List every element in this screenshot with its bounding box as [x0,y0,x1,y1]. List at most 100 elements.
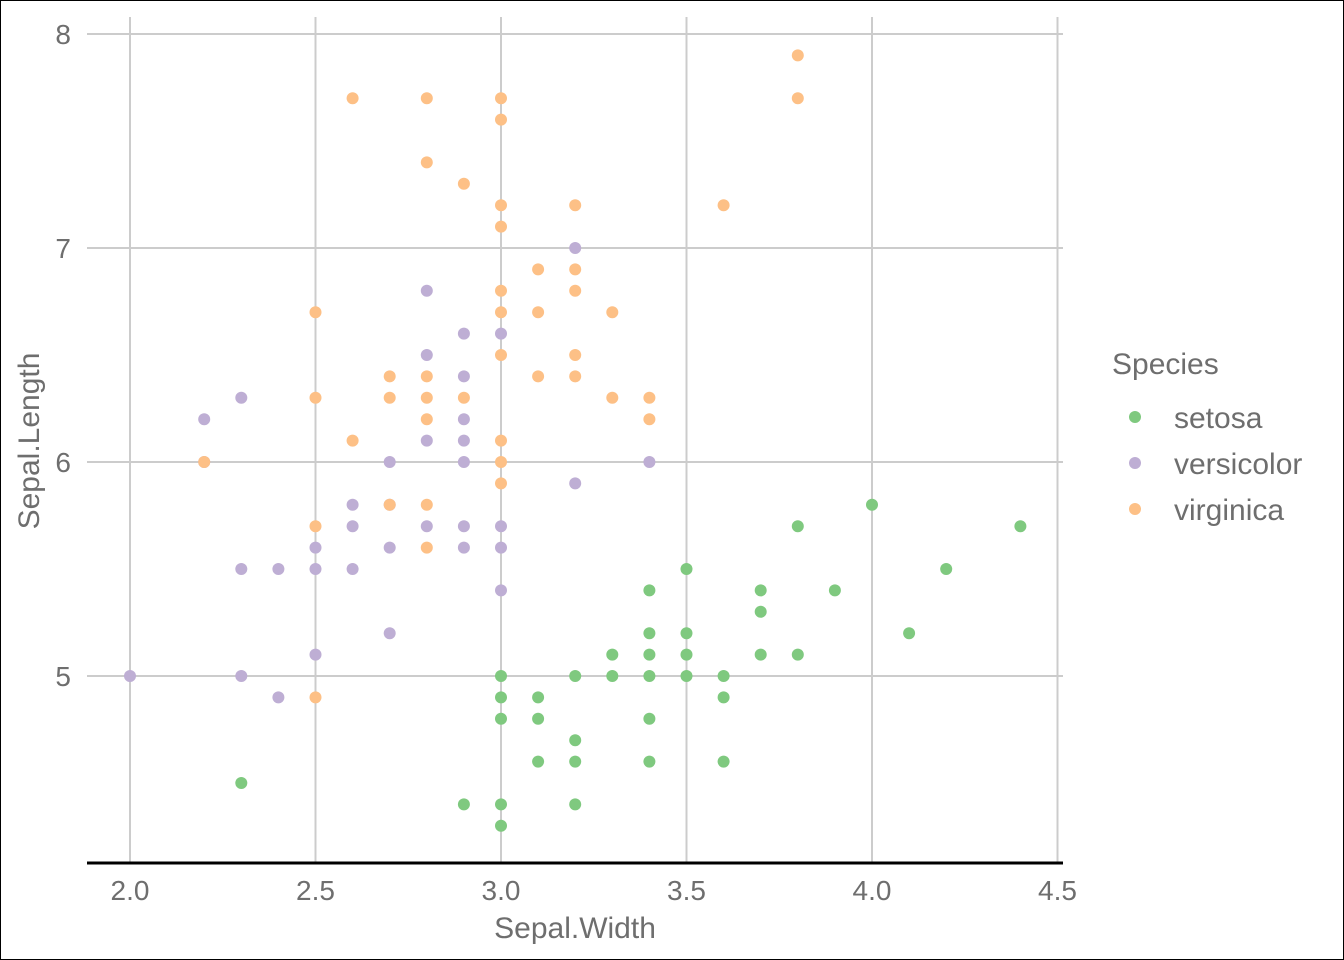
data-point [495,199,507,212]
series-setosa [235,498,1027,832]
data-point [754,605,767,618]
data-point [606,648,619,661]
data-point [383,498,396,511]
x-tick-label: 2.0 [111,875,150,906]
data-point [495,584,507,597]
legend-key-virginica [1129,503,1141,515]
data-point [569,670,582,682]
data-point [717,755,730,768]
data-point [495,349,507,361]
y-tick-labels: 5 6 7 8 [55,19,71,692]
data-point [569,798,582,811]
data-point [643,456,656,468]
data-point [198,413,211,426]
data-point [346,520,359,533]
data-point [754,584,767,597]
data-point [495,691,507,704]
data-point [309,563,322,575]
y-tick-label: 8 [55,19,71,50]
series-virginica [198,49,804,704]
x-tick-label: 4.0 [853,875,892,906]
x-tick-label: 2.5 [296,875,335,906]
y-tick-label: 7 [55,233,71,264]
data-point [569,477,582,490]
x-tick-label: 3.0 [482,875,521,906]
data-point [346,92,359,105]
data-point [420,413,433,426]
data-point [346,498,359,511]
data-point [643,670,656,682]
data-point [235,391,248,404]
data-point [866,498,878,511]
data-point [569,349,582,361]
data-point [272,563,285,575]
data-point [457,391,470,404]
data-point [495,220,507,233]
data-point [457,370,470,383]
data-point [383,541,396,554]
data-point [383,391,396,404]
data-point [643,391,656,404]
data-points [124,49,1027,832]
data-point [495,92,507,105]
data-point [643,712,656,725]
data-point [828,584,841,597]
data-point [495,456,507,468]
data-point [903,627,916,640]
data-point [495,541,507,554]
data-point [791,648,804,661]
data-point [532,263,545,276]
data-point [791,92,804,105]
data-point [420,349,433,361]
data-point [569,734,582,747]
legend-label-versicolor: versicolor [1174,448,1302,481]
data-point [309,691,322,704]
data-point [495,712,507,725]
data-point [457,798,470,811]
data-point [532,691,545,704]
data-point [643,413,656,426]
x-tick-label: 4.5 [1038,875,1077,906]
x-tick-label: 3.5 [667,875,706,906]
data-point [495,327,507,340]
y-tick-label: 5 [55,661,71,692]
data-point [383,627,396,640]
data-point [569,199,582,212]
data-point [643,627,656,640]
legend-key-setosa [1129,411,1141,423]
data-point [569,242,582,254]
data-point [346,563,359,575]
data-point [532,712,545,725]
legend-label-setosa: setosa [1174,402,1263,435]
data-point [569,263,582,276]
data-point [457,327,470,340]
data-point [643,648,656,661]
data-point [495,798,507,811]
data-point [791,49,804,62]
data-point [124,670,136,682]
data-point [235,670,248,682]
data-point [309,306,322,319]
data-point [495,477,507,490]
y-axis-title: Sepal.Length [13,353,46,530]
data-point [495,306,507,319]
data-point [420,391,433,404]
data-point [309,541,322,554]
data-point [420,284,433,297]
data-point [754,648,767,661]
data-point [680,648,693,661]
data-point [235,563,248,575]
data-point [643,584,656,597]
data-point [309,520,322,533]
data-point [420,370,433,383]
data-point [680,670,693,682]
data-point [791,520,804,533]
data-point [457,456,470,468]
data-point [569,284,582,297]
data-point [272,691,285,704]
data-point [532,370,545,383]
data-point [420,498,433,511]
x-tick-labels: 2.0 2.5 3.0 3.5 4.0 4.5 [111,875,1077,906]
